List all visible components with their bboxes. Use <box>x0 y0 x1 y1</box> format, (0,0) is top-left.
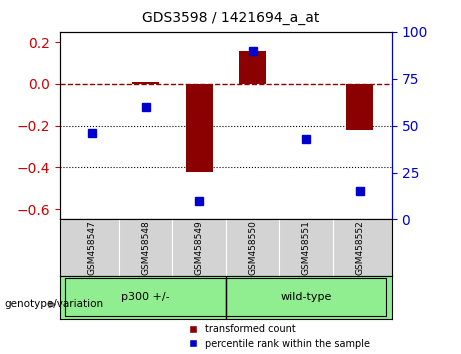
Bar <box>239 51 266 84</box>
Text: GSM458547: GSM458547 <box>88 221 96 275</box>
Text: GSM458549: GSM458549 <box>195 221 204 275</box>
Text: p300 +/-: p300 +/- <box>121 292 170 302</box>
Bar <box>132 82 159 84</box>
Text: GDS3598 / 1421694_a_at: GDS3598 / 1421694_a_at <box>142 11 319 25</box>
FancyBboxPatch shape <box>226 278 386 316</box>
Bar <box>186 84 213 172</box>
FancyBboxPatch shape <box>65 278 226 316</box>
Text: GSM458551: GSM458551 <box>301 220 311 275</box>
Text: GSM458552: GSM458552 <box>355 221 364 275</box>
Legend: transformed count, percentile rank within the sample: transformed count, percentile rank withi… <box>179 320 374 353</box>
Text: wild-type: wild-type <box>280 292 332 302</box>
Text: GSM458550: GSM458550 <box>248 220 257 275</box>
Text: genotype/variation: genotype/variation <box>5 299 104 309</box>
Bar <box>346 84 373 130</box>
Text: GSM458548: GSM458548 <box>141 221 150 275</box>
